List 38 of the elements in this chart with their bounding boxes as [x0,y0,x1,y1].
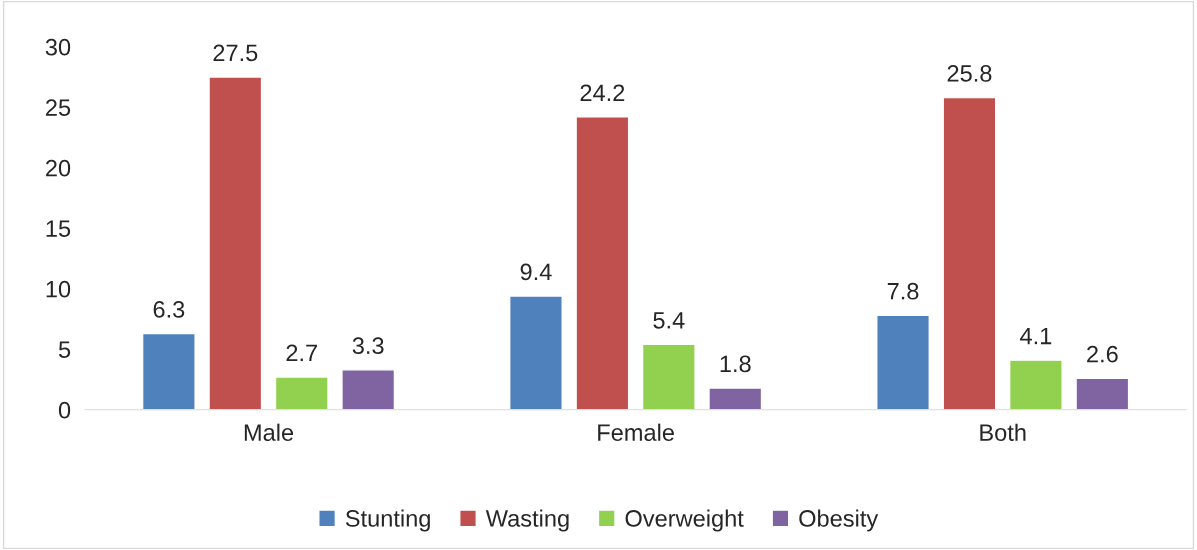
bar [575,116,630,410]
bar [341,369,396,410]
bar [1075,377,1130,410]
x-tick-label: Both [980,423,1026,441]
data-label: 27.5 [213,44,258,62]
legend-label: Overweight [625,509,744,532]
legend-label: Obesity [799,509,879,532]
data-label: 25.8 [947,65,992,82]
bar [141,332,196,410]
legend-label: Stunting [345,509,430,532]
data-label: 24.2 [580,84,625,101]
bar [208,76,263,410]
data-label: 1.8 [720,355,751,373]
bar [942,96,997,410]
bar [876,314,930,410]
x-tick-label: Male [244,423,294,441]
data-label: 2.7 [286,344,317,362]
bar [1008,359,1063,410]
data-label: 7.8 [887,282,919,300]
data-label: 4.1 [1020,327,1052,345]
y-tick-label: 20 [46,159,71,177]
y-tick-label: 10 [46,280,71,298]
y-tick-label: 25 [46,99,71,117]
data-label: 9.4 [520,263,552,281]
y-tick-label: 30 [45,38,71,56]
bar [641,343,696,410]
legend-label: Wasting [485,509,569,532]
bar [509,295,563,410]
y-tick-label: 15 [46,220,71,238]
data-label: 2.6 [1087,345,1118,363]
data-label: 6.3 [153,301,185,318]
data-label: 5.4 [653,312,685,329]
y-tick-label: 5 [58,341,71,359]
data-label: 3.3 [352,337,384,355]
y-tick-label: 0 [58,401,71,419]
x-tick-label: Female [598,423,674,441]
bar [708,387,763,410]
bar [274,376,329,410]
